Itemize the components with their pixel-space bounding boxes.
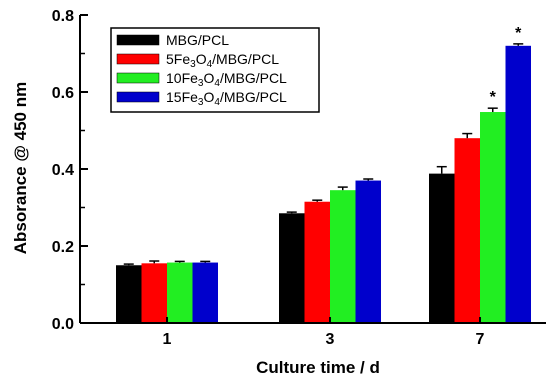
legend-entry: MBG/PCL [166,32,229,48]
bar-5Fe3O4/MBG/PCL-day-1 [141,263,167,323]
legend-entry: 15Fe3O4/MBG/PCL [166,89,287,108]
y-tick-label: 0.2 [52,239,74,256]
bar-10Fe3O4/MBG/PCL-day-1 [167,262,193,323]
bars-layer: ** [116,25,531,324]
y-tick-label: 0.6 [52,85,74,102]
legend-entry: 10Fe3O4/MBG/PCL [166,70,287,89]
legend-entry: 5Fe3O4/MBG/PCL [166,51,279,70]
bar-15Fe3O4/MBG/PCL-day-1 [192,262,218,323]
bar-MBG/PCL-day-1 [116,265,142,323]
x-axis-label: Culture time / d [256,358,380,377]
bar-MBG/PCL-day-3 [279,213,305,323]
legend-swatch [116,34,160,46]
bar-MBG/PCL-day-7 [429,173,455,323]
bar-10Fe3O4/MBG/PCL-day-3 [330,190,356,323]
legend-swatch [116,91,160,103]
x-tick-label: 3 [326,331,335,348]
y-axis-label: Absorance @ 450 nm [11,82,30,254]
y-tick-label: 0.4 [52,162,74,179]
legend: MBG/PCL 5Fe3O4/MBG/PCL10Fe3O4/MBG/PCL15Fe… [110,27,320,113]
x-tick-label: 1 [163,331,172,348]
legend-swatch [116,53,160,65]
bar-15Fe3O4/MBG/PCL-day-3 [355,180,381,323]
bar-5Fe3O4/MBG/PCL-day-7 [454,138,480,323]
significance-marker: * [515,25,522,42]
significance-marker: * [490,89,497,106]
y-tick-label: 0.8 [52,8,74,25]
bar-10Fe3O4/MBG/PCL-day-7 [480,112,506,324]
y-tick-label: 0.0 [52,316,74,333]
x-tick-label: 7 [476,331,485,348]
bar-15Fe3O4/MBG/PCL-day-7 [505,45,531,324]
bar-5Fe3O4/MBG/PCL-day-3 [304,201,330,323]
legend-swatch [116,72,160,84]
axes-layer: 0.0 0.2 0.4 0.6 0.8 1 3 7 [52,8,546,348]
